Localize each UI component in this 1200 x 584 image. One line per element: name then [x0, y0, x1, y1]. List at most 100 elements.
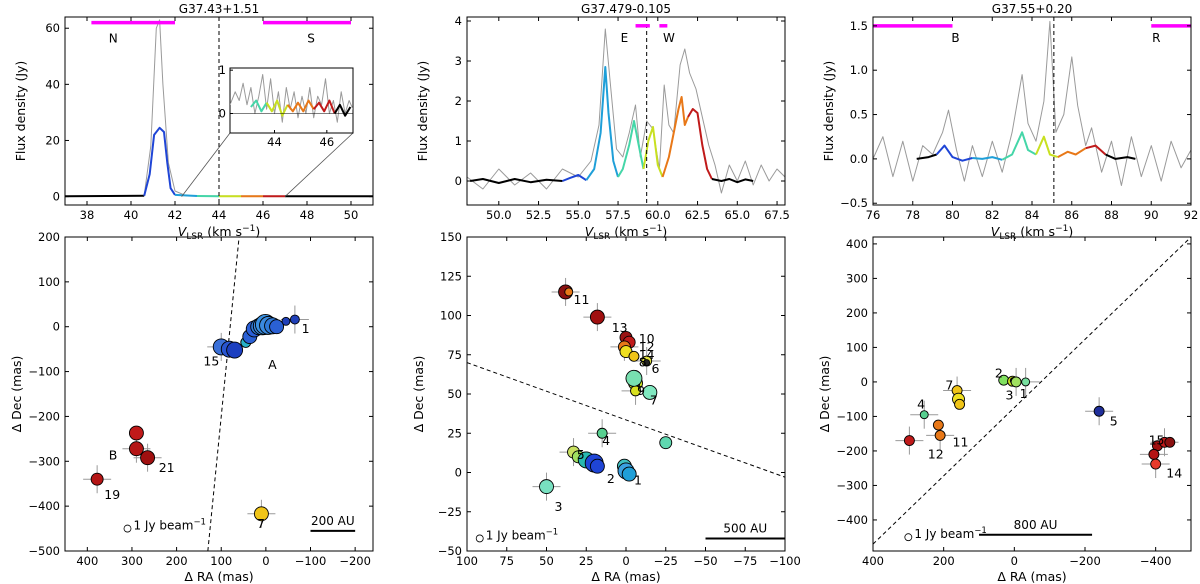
map1-xtick-label: 200 [166, 554, 188, 568]
spec1-inset-xtick-label: 46 [320, 135, 335, 149]
map3-xtick-label: 0 [1011, 554, 1018, 568]
spec1-ylabel: Flux density (Jy) [13, 61, 28, 162]
map3-ytick-label: 400 [846, 237, 868, 251]
map3-ytick-label: −200 [836, 444, 868, 458]
map2-maser-spot [589, 309, 605, 325]
map2-maser-spot [625, 369, 643, 387]
map2-spot-label: 4 [602, 433, 610, 448]
map2-spot-label: 6 [651, 361, 659, 376]
map2-spot-label: 1 [634, 472, 642, 487]
map1-plot-area [83, 237, 309, 551]
map1-xtick-label: 400 [76, 554, 98, 568]
spec1-ytick-label: 20 [45, 133, 60, 147]
spec2-ytick-label: 4 [455, 14, 462, 28]
map3-beam-label: 1 Jy beam−1 [914, 526, 986, 541]
spot-map-g37-43: 1 A 15 B 21 19 7 1 Jy beam−1 200 AU 400 300 200 100 0… [9, 230, 374, 584]
map2-spot-label: 11 [574, 292, 590, 307]
spec2-colored-segment [661, 96, 689, 178]
map1-xtick-label: −100 [295, 554, 327, 568]
spec1-grey-spectrum [65, 19, 373, 197]
map2-spot-label: 14 [639, 347, 655, 362]
map3-ylabel: Δ Dec (mas) [817, 356, 832, 433]
spec2-xtick-label: 50.0 [486, 208, 512, 222]
spec1-xtick-label: 46 [256, 208, 271, 222]
map3-xtick-label: −200 [1069, 554, 1101, 568]
map3-xtick-label: −400 [1140, 554, 1172, 568]
map3-spot-label: 1 [1020, 386, 1028, 401]
map2-xtick-label: 100 [456, 554, 478, 568]
map2-xtick-label: −50 [693, 554, 717, 568]
spec1-colored-segment [174, 193, 198, 197]
spec2-plot-area [467, 17, 785, 205]
map2-maser-spot [621, 466, 637, 482]
spec1-inset-connector [284, 132, 354, 197]
spec3-colored-segment [972, 156, 1003, 161]
map2-ytick-label: 100 [440, 309, 462, 323]
spec1-inset-xtick-label: 44 [267, 135, 282, 149]
map2-xtick-label: −75 [733, 554, 757, 568]
map1-ytick-label: 100 [38, 275, 60, 289]
spec2-bar-label: W [663, 31, 675, 45]
map2-ytick-label: −25 [438, 505, 462, 519]
map3-maser-spot [1150, 458, 1162, 470]
map3-axes-frame [872, 236, 1192, 552]
spec2-xtick-label: 62.5 [685, 208, 711, 222]
map2-spot-label: 3 [554, 499, 562, 514]
map1-ytick-label: −400 [28, 499, 60, 513]
map3-separation-line [873, 237, 1191, 545]
map3-plot-area [873, 237, 1191, 545]
map2-spot-label: 13 [612, 320, 628, 335]
map3-maser-spot [1010, 376, 1022, 388]
spec3-xtick-label: 84 [1025, 208, 1040, 222]
spec3-ytick-label: −0.5 [840, 196, 868, 210]
map2-xtick-label: 0 [622, 554, 629, 568]
map1-beam-marker [123, 524, 132, 533]
map1-maser-spot [128, 425, 144, 441]
spec2-xlabel-unit: (km s [610, 224, 649, 239]
spec3-colored-segment [1035, 135, 1059, 159]
spec3-xlabel-sup: −1 [1055, 224, 1068, 234]
spec2-ytick-label: 0 [455, 174, 462, 188]
map1-maser-spot [140, 450, 156, 466]
map1-maser-spot [128, 441, 144, 457]
map1-xtick-label: 100 [210, 554, 232, 568]
spec1-inset-ytick-label: 1 [219, 63, 226, 77]
map1-ytick-label: −200 [28, 409, 60, 423]
spec1-plot-area [65, 17, 373, 205]
spec1-inset-colored-segment [312, 99, 336, 114]
spec1-xtick-label: 40 [124, 208, 139, 222]
map3-maser-spot [1093, 405, 1105, 417]
spectrum-panel-g37-55: B R 76 78 80 82 84 86 88 90 92 −0.5 0.0 0.5 1.0 1.5 G37.… [821, 2, 1198, 242]
map2-spot-label: 12 [639, 339, 655, 354]
map2-ytick-label: 50 [447, 387, 462, 401]
map1-ytick-label: −500 [28, 544, 60, 558]
spec1-title: G37.43+1.51 [179, 2, 259, 16]
map3-spot-label: 4 [917, 396, 925, 411]
map2-ytick-label: 125 [440, 269, 462, 283]
spec1-xtick-label: 50 [344, 208, 359, 222]
spec1-xlabel-sup: −1 [242, 224, 255, 234]
map3-spot-label: 3 [1006, 388, 1014, 403]
spec3-colored-segment [1105, 153, 1136, 160]
map2-ytick-label: −50 [438, 544, 462, 558]
map1-maser-spot [90, 472, 104, 486]
map1-beam-label-text: 1 Jy beam [133, 519, 193, 533]
spec2-xlabel-v: V [585, 224, 595, 239]
map1-spot-label: 15 [203, 354, 219, 369]
map1-ylabel: Δ Dec (mas) [9, 356, 24, 433]
map2-beam-label-text: 1 Jy beam [486, 528, 546, 542]
spec3-xtick-label: 90 [1144, 208, 1159, 222]
map3-spot-label: 11 [953, 434, 969, 449]
spec3-xtick-label: 88 [1104, 208, 1119, 222]
map3-ytick-label: 0 [861, 375, 868, 389]
spec2-ytick-label: 2 [455, 94, 462, 108]
map1-xlabel: Δ RA (mas) [184, 569, 253, 584]
map2-spot-label: 10 [639, 331, 655, 346]
map2-beam-label-sup: −1 [546, 527, 559, 537]
map3-ytick-label: −300 [836, 478, 868, 492]
map3-maser-spot [932, 419, 944, 431]
spec3-colored-segment [1085, 144, 1107, 156]
map1-ytick-label: −100 [28, 365, 60, 379]
